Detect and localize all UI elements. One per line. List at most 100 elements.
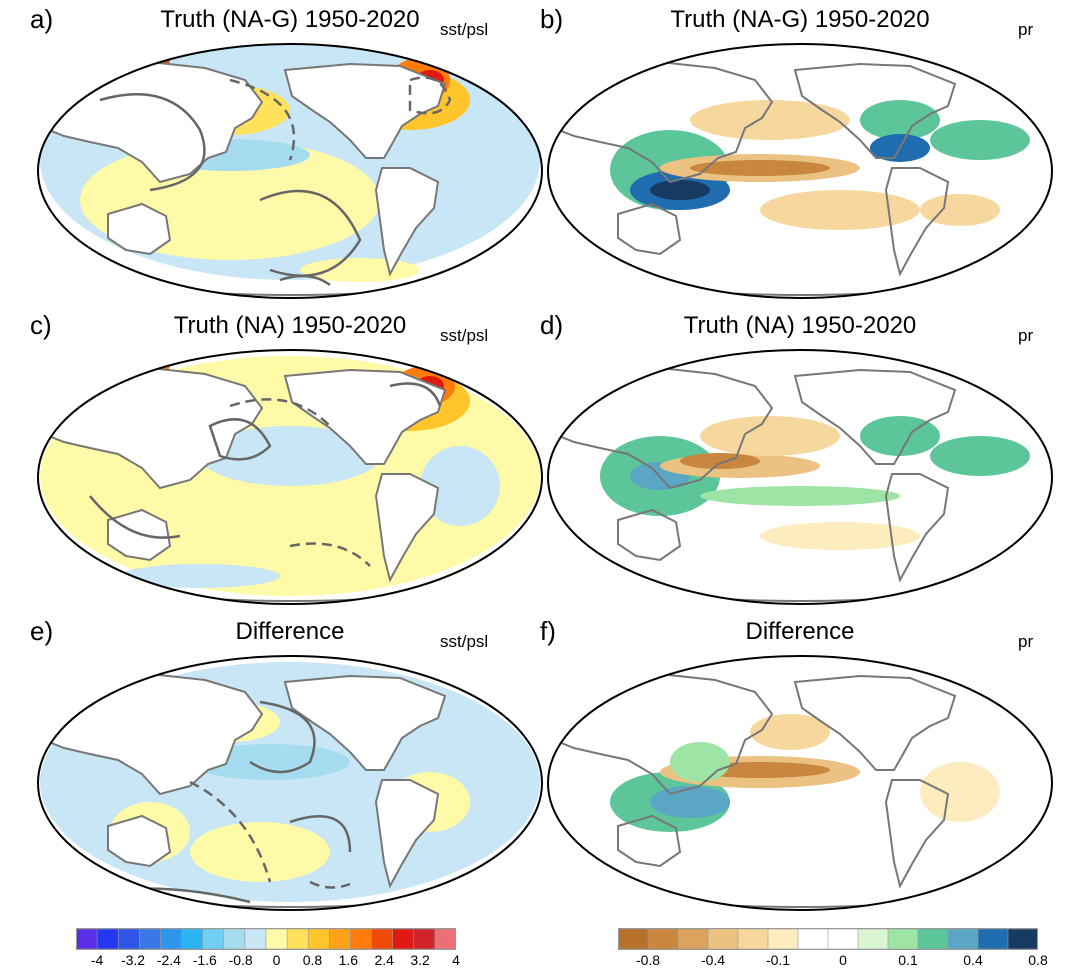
anomaly-region <box>120 564 280 588</box>
colorbar-swatch <box>707 928 739 950</box>
map-sst-psl <box>37 349 543 605</box>
colorbar-precipitation <box>618 928 1038 950</box>
colorbar-swatch <box>96 928 119 950</box>
colorbar-swatch <box>677 928 709 950</box>
coastline-antarctica <box>128 592 452 604</box>
coastline-northAmerica <box>793 674 957 771</box>
anomaly-region <box>200 426 380 486</box>
map-frame <box>37 349 543 605</box>
map-frame <box>547 349 1053 605</box>
map-frame <box>547 43 1053 299</box>
colorbar-swatch <box>1007 928 1038 950</box>
coastline-australia <box>107 508 172 562</box>
map-precipitation <box>547 43 1053 299</box>
coastline-southAmerica <box>884 167 950 277</box>
panel-label: a) <box>30 4 54 34</box>
panel-label: e) <box>30 616 54 646</box>
coastline-australia <box>107 202 172 256</box>
colorbar-tick-label: -3.2 <box>120 952 146 968</box>
coastline-asia <box>42 60 264 184</box>
colorbar-tick-label: 0.8 <box>1028 952 1048 968</box>
anomaly-region <box>760 522 920 550</box>
panel-b: b) Truth (NA-G) 1950-2020 pr <box>540 4 1060 304</box>
colorbar-swatch <box>307 928 330 950</box>
coastline-asia <box>42 366 264 490</box>
pressure-contour <box>89 495 181 539</box>
pressure-contour <box>189 780 272 883</box>
anomaly-region <box>760 190 920 230</box>
colorbar-swatch <box>618 928 649 950</box>
colorbar-tick-label: -0.1 <box>765 952 791 968</box>
coastline-australia <box>617 508 682 562</box>
panel-c: c) Truth (NA) 1950-2020 sst/psl <box>30 310 550 610</box>
panel-label: d) <box>540 310 564 340</box>
pressure-contour <box>289 542 371 567</box>
coastline-southAmerica <box>374 167 440 277</box>
panel-variable: sst/psl <box>440 20 489 39</box>
coastline-antarctica <box>638 286 962 298</box>
anomaly-region <box>690 160 830 176</box>
colorbar-swatch <box>350 928 373 950</box>
anomaly-region <box>700 486 900 506</box>
colorbar-swatch <box>139 928 162 950</box>
panel-title: Truth (NA-G) 1950-2020 <box>160 6 420 33</box>
anomaly-region <box>750 714 830 750</box>
map-frame <box>547 655 1053 911</box>
coastline-asia <box>552 366 774 490</box>
coastline-southAmerica <box>374 473 440 583</box>
coastline-northAmerica <box>283 368 447 465</box>
coastline-northAmerica <box>283 62 447 159</box>
colorbar-tick-label: 0.8 <box>302 952 323 968</box>
colorbar-swatch <box>181 928 204 950</box>
anomaly-region <box>230 233 310 257</box>
colorbar-swatch <box>265 928 288 950</box>
panel-a: a) Truth (NA-G) 1950-2020 sst/psl <box>30 4 550 304</box>
colorbar-swatch <box>434 928 456 950</box>
pressure-contour <box>249 700 316 774</box>
coastline-northAmerica <box>283 674 447 771</box>
pressure-contour <box>309 880 351 889</box>
coastline-southAmerica <box>884 473 950 583</box>
colorbar-swatch <box>827 928 859 950</box>
coastline-australia <box>617 202 682 256</box>
colorbar-swatch <box>647 928 679 950</box>
colorbar-tick-label: 0 <box>839 952 847 968</box>
colorbar-swatch <box>329 928 352 950</box>
panel-f: f) Difference pr <box>540 616 1060 916</box>
colorbar-swatch <box>947 928 979 950</box>
coastline-northAmerica <box>793 368 957 465</box>
coastline-antarctica <box>638 592 962 604</box>
panel-label: f) <box>540 616 556 646</box>
anomaly-region <box>920 194 1000 226</box>
colorbar-tick-label: 2.4 <box>374 952 394 968</box>
pressure-contour <box>279 274 331 287</box>
panel-title: Difference <box>745 618 855 645</box>
coastline-southAmerica <box>884 779 950 889</box>
coastline-northAmerica <box>793 62 957 159</box>
coastline-asia <box>42 672 264 796</box>
anomaly-region <box>930 120 1030 160</box>
panel-variable: sst/psl <box>440 632 489 651</box>
anomaly-region <box>700 416 840 456</box>
map-precipitation <box>547 349 1053 605</box>
panel-d: d) Truth (NA) 1950-2020 pr <box>540 310 1060 610</box>
colorbar-tick-label: -0.8 <box>635 952 661 968</box>
colorbar-swatch <box>767 928 799 950</box>
panel-variable: sst/psl <box>440 326 489 345</box>
colorbar-tick-label: -4 <box>90 952 104 968</box>
map-frame <box>37 43 543 299</box>
colorbar-tick-label: 1.6 <box>338 952 359 968</box>
colorbar-sst <box>76 928 456 950</box>
pressure-contour <box>289 815 352 853</box>
colorbar-swatch <box>371 928 394 950</box>
pressure-contour <box>208 418 272 461</box>
anomaly-region <box>650 786 730 818</box>
colorbar-swatch <box>160 928 183 950</box>
anomaly-region <box>420 446 500 526</box>
colorbar-tick-label: -0.4 <box>700 952 726 968</box>
map-frame <box>37 655 543 911</box>
pressure-contour <box>229 398 331 427</box>
colorbar-swatch <box>117 928 140 950</box>
anomaly-region <box>920 762 1000 822</box>
colorbar-tick-label: 3.2 <box>410 952 430 968</box>
